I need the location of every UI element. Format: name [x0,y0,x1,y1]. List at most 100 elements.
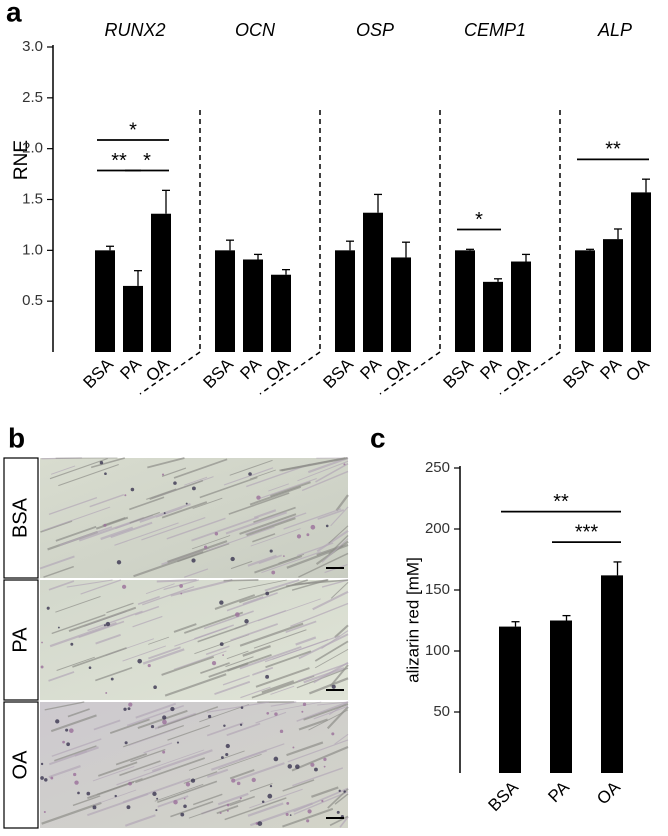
y-tick-label: 2.5 [22,89,43,106]
bar [631,192,651,352]
granule [287,764,293,769]
cell-fiber [258,554,282,565]
granule [147,663,151,668]
cell-fiber [270,481,311,498]
cell-fiber [157,795,189,808]
granule [137,658,143,664]
cell-fiber [87,781,135,800]
x-tick-label: BSA [440,354,478,392]
cell-fiber [297,662,349,682]
granule [41,641,43,644]
cell-fiber [155,507,183,518]
cell-fiber [148,646,181,660]
granule [110,677,114,681]
bar [363,212,383,352]
cell-fiber [51,738,102,757]
cell-fiber [157,712,197,728]
granule [104,472,107,476]
granule [185,782,191,787]
cell-fiber [39,555,75,570]
cell-fiber [80,579,122,595]
y-tick-label: 100 [425,642,450,659]
cell-fiber [48,580,75,591]
x-tick-label: OA [593,777,624,808]
cell-fiber [312,590,349,611]
cell-fiber [239,622,304,647]
cell-fiber [58,463,119,487]
bar [603,239,623,352]
cell-fiber [90,457,126,469]
cell-fiber [173,623,197,633]
y-tick-label: 1.5 [22,190,43,207]
cell-fiber [226,650,249,660]
cell-fiber [129,496,165,511]
group-separator [379,351,441,395]
cell-fiber [286,741,324,757]
bar [601,575,623,773]
cell-fiber [292,767,344,787]
cell-fiber [218,753,262,770]
granule [266,711,270,715]
granule [124,741,128,745]
cell-fiber [116,768,162,786]
granule [211,661,217,666]
cell-fiber [200,662,230,675]
x-tick-label: PA [544,777,573,806]
significance-label: ** [605,139,621,161]
cell-fiber [270,685,295,695]
significance-label: * [129,119,137,141]
cell-fiber [249,782,273,792]
cell-fiber [137,709,188,730]
cell-fiber [197,623,248,643]
cell-fiber [49,621,117,648]
granule [40,776,44,780]
granule [240,706,244,709]
cell-fiber [55,525,97,542]
cell-fiber [184,476,208,486]
cell-fiber [210,749,267,771]
x-tick-label: OA [622,354,653,385]
x-tick-label: BSA [200,354,238,392]
cell-fiber [330,506,349,527]
cell-fiber [334,793,349,805]
cell-fiber [229,769,255,780]
cell-fiber [217,792,249,806]
cell-fiber [142,586,195,606]
cell-fiber [161,467,187,477]
group-separator [139,351,201,395]
cell-fiber [255,667,310,688]
granule [231,778,236,783]
cell-fiber [203,610,254,630]
cell-fiber [87,793,149,817]
granule [105,621,111,627]
cell-fiber [314,640,349,662]
cell-fiber [225,511,288,535]
granule [271,570,276,575]
granule [156,797,159,800]
cell-fiber [311,786,339,798]
cell-fiber [109,718,150,735]
granule [296,534,302,539]
granule [150,724,155,729]
granule [310,524,316,530]
granule [203,545,208,549]
cell-fiber [223,579,259,582]
cell-fiber [129,511,160,524]
micrograph [40,578,349,700]
cell-fiber [115,753,148,766]
cell-fiber [240,686,271,699]
cell-fiber [205,645,230,656]
granule [222,654,224,656]
granule [285,812,289,816]
y-tick-label: 2.0 [22,140,43,157]
cell-fiber [199,704,250,723]
significance-label: ** [111,150,127,172]
row-label: PA [9,627,31,653]
cell-fiber [167,540,228,563]
granule [220,756,224,759]
cell-fiber [298,552,349,578]
granule [92,805,97,810]
bar [151,213,171,352]
x-tick-label: PA [596,354,625,383]
cell-fiber [59,526,113,546]
